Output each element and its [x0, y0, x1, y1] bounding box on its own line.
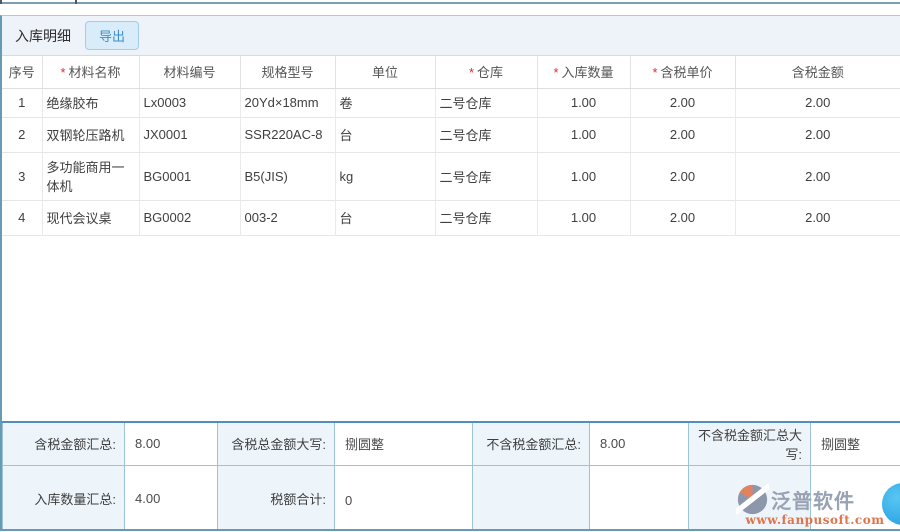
summary-label: 不含税金额汇总大写:: [688, 421, 811, 466]
inbound-detail-table: 序号 * 材料名称 材料编号 规格型号 单位 * 仓库 * 入库数量 * 含税单价 含税金额 1 绝缘胶布…: [2, 56, 900, 236]
col-header-tax-amount: 含税金额: [735, 56, 900, 89]
cell-index: 2: [2, 117, 43, 153]
cell-material-name: 现代会议桌: [42, 200, 140, 236]
col-header-material-code: 材料编号: [139, 56, 241, 89]
cell-inbound-qty: 1.00: [537, 152, 631, 201]
cell-tax-amount: 2.00: [735, 152, 900, 201]
cell-unit: 卷: [335, 88, 436, 118]
cell-spec-model: 003-2: [240, 200, 336, 236]
summary-value: 4.00: [124, 464, 218, 529]
inbound-detail-panel: 入库明细 导出 序号 * 材料名称 材料编号 规格型号 单位 * 仓库 * 入库数量 * 含税单价 含税…: [0, 15, 900, 531]
col-header-warehouse: * 仓库: [435, 56, 538, 89]
top-tick-left: [0, 0, 2, 4]
table-header-row: 序号 * 材料名称 材料编号 规格型号 单位 * 仓库 * 入库数量 * 含税单价 含税金额: [2, 56, 900, 89]
cell-warehouse: 二号仓库: [435, 200, 538, 236]
required-asterisk: *: [652, 65, 658, 81]
panel-header: 入库明细 导出: [2, 16, 900, 56]
summary-label: [688, 464, 811, 529]
cell-tax-amount: 2.00: [735, 200, 900, 236]
required-asterisk: *: [468, 65, 475, 81]
cell-index: 1: [2, 88, 43, 118]
top-tick: [75, 0, 77, 4]
summary-value: 8.00: [124, 421, 218, 466]
summary-label: 入库数量汇总:: [2, 464, 125, 529]
cell-spec-model: 20Yd×18mm: [240, 88, 336, 118]
summary-label: 含税金额汇总:: [2, 421, 125, 466]
cell-warehouse: 二号仓库: [435, 88, 538, 118]
cell-warehouse: 二号仓库: [435, 152, 538, 201]
cell-tax-unit-price: 2.00: [630, 200, 736, 236]
col-header-inbound-qty: * 入库数量: [537, 56, 631, 89]
required-asterisk: *: [553, 65, 559, 81]
cell-material-name: 双钢轮压路机: [42, 117, 140, 153]
summary-label: [472, 464, 590, 529]
cell-tax-unit-price: 2.00: [630, 152, 736, 201]
export-button[interactable]: 导出: [85, 21, 140, 50]
summary-label: 含税总金额大写:: [217, 421, 335, 466]
cell-unit: 台: [335, 117, 436, 153]
summary-label: 不含税金额汇总:: [472, 421, 590, 466]
summary-value: 8.00: [589, 421, 689, 466]
required-asterisk: *: [60, 65, 66, 81]
cell-tax-unit-price: 2.00: [630, 117, 736, 153]
cell-material-name: 多功能商用一体机: [42, 152, 140, 201]
top-divider-line: [0, 2, 900, 4]
table-row[interactable]: 1 绝缘胶布 Lx0003 20Yd×18mm 卷二号仓库 1.00 2.00 2.00: [2, 88, 900, 118]
cell-unit: 台: [335, 200, 436, 236]
summary-value: 捌圆整: [810, 421, 900, 466]
col-header-unit: 单位: [335, 56, 436, 89]
cell-material-code: Lx0003: [139, 88, 241, 118]
table-row[interactable]: 2 双钢轮压路机 JX0001 SSR220AC-8 台二号仓库 1.00 2.00 2.00: [2, 117, 900, 153]
cell-tax-amount: 2.00: [735, 88, 900, 118]
cell-spec-model: SSR220AC-8: [240, 117, 336, 153]
summary-row: 入库数量汇总: 4.00 税额合计: 0: [2, 464, 900, 529]
cell-material-code: BG0001: [139, 152, 241, 201]
cell-inbound-qty: 1.00: [537, 200, 631, 236]
cell-spec-model: B5(JIS): [240, 152, 336, 201]
cell-warehouse: 二号仓库: [435, 117, 538, 153]
col-header-index: 序号: [2, 56, 43, 89]
empty-grid-area: [2, 235, 900, 421]
summary-row: 含税金额汇总: 8.00 含税总金额大写: 捌圆整 不含税金额汇总: 8.00 不含税金额汇…: [2, 421, 900, 466]
cell-inbound-qty: 1.00: [537, 117, 631, 153]
summary-value: [589, 464, 689, 529]
col-header-spec-model: 规格型号: [240, 56, 336, 89]
table-row[interactable]: 3 多功能商用一体机 BG0001 B5(JIS) kg 二号仓库 1.00 2.00 2.00: [2, 152, 900, 201]
cell-tax-amount: 2.00: [735, 117, 900, 153]
summary-table: 含税金额汇总: 8.00 含税总金额大写: 捌圆整 不含税金额汇总: 8.00 不含税金额汇…: [2, 420, 900, 529]
cell-unit: kg: [335, 152, 436, 201]
table-row[interactable]: 4 现代会议桌 BG0002 003-2 台二号仓库 1.00 2.00 2.00: [2, 200, 900, 236]
top-strip: [0, 0, 900, 15]
cell-tax-unit-price: 2.00: [630, 88, 736, 118]
cell-material-code: BG0002: [139, 200, 241, 236]
cell-material-code: JX0001: [139, 117, 241, 153]
cell-index: 4: [2, 200, 43, 236]
summary-label: 税额合计:: [217, 464, 335, 529]
cell-material-name: 绝缘胶布: [42, 88, 140, 118]
col-header-material-name: * 材料名称: [42, 56, 140, 89]
floating-contact-button[interactable]: [882, 483, 900, 525]
panel-title: 入库明细: [15, 27, 71, 44]
summary-value: 捌圆整: [334, 421, 473, 466]
cell-index: 3: [2, 152, 43, 201]
summary-value: 0: [334, 464, 473, 529]
col-header-tax-unit-price: * 含税单价: [630, 56, 736, 89]
cell-inbound-qty: 1.00: [537, 88, 631, 118]
